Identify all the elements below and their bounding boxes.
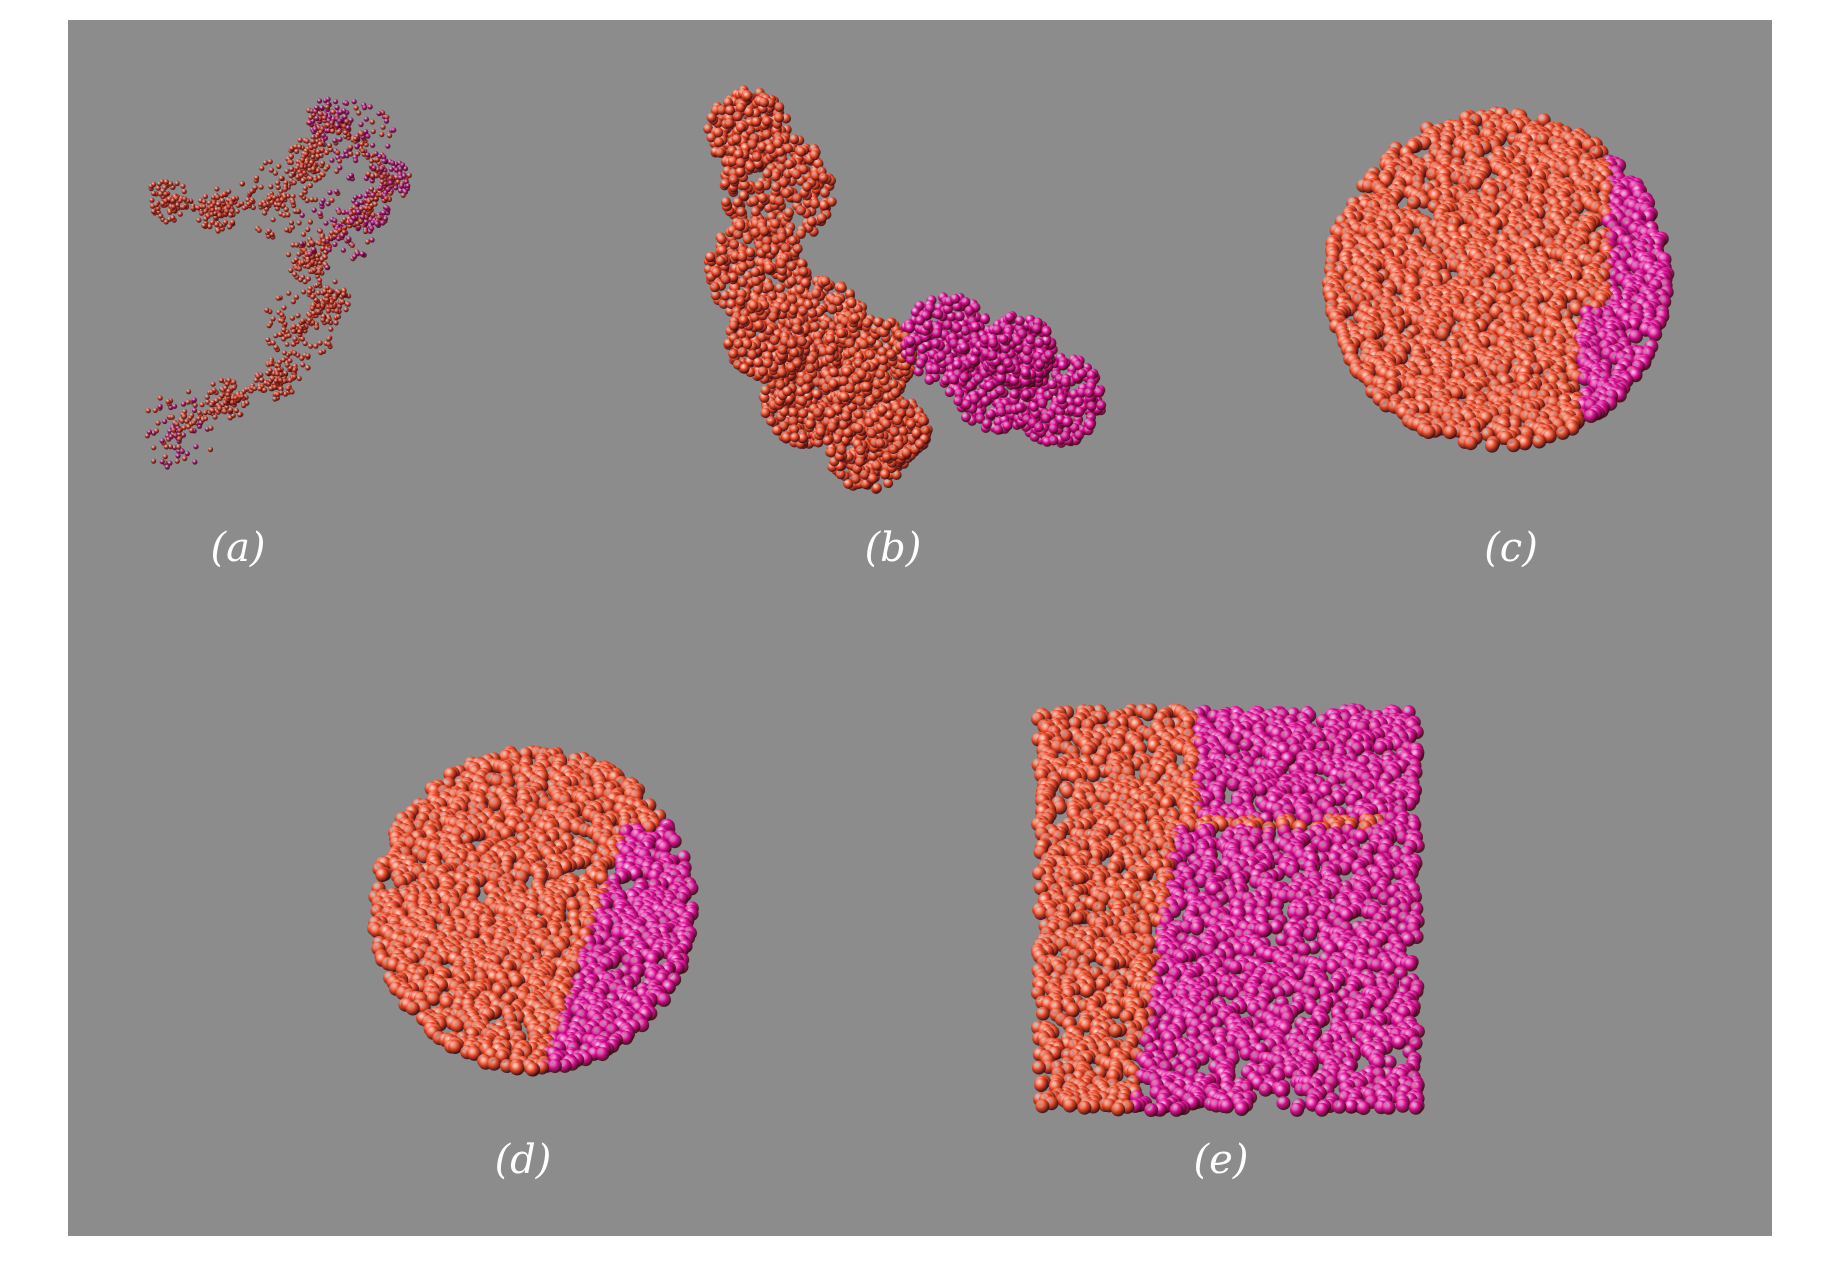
panel-b bbox=[668, 85, 1188, 540]
panel-e bbox=[1018, 670, 1538, 1140]
panel-a bbox=[138, 96, 518, 520]
panel-e-image bbox=[1031, 703, 1425, 1117]
panel-d-label: (d) bbox=[494, 1137, 552, 1183]
figure-frame: (a) (b) (c) (d) (e) bbox=[68, 20, 1772, 1236]
panel-b-image bbox=[703, 85, 1107, 494]
panel-d bbox=[318, 710, 778, 1130]
panel-a-image bbox=[144, 96, 412, 470]
panel-b-label: (b) bbox=[864, 525, 922, 571]
panel-a-label: (a) bbox=[210, 525, 266, 571]
panel-e-label: (e) bbox=[1193, 1137, 1249, 1183]
panel-c-label: (c) bbox=[1484, 525, 1538, 571]
panel-c bbox=[1278, 80, 1718, 520]
panel-d-image bbox=[367, 745, 699, 1077]
panel-c-image bbox=[1321, 106, 1675, 453]
